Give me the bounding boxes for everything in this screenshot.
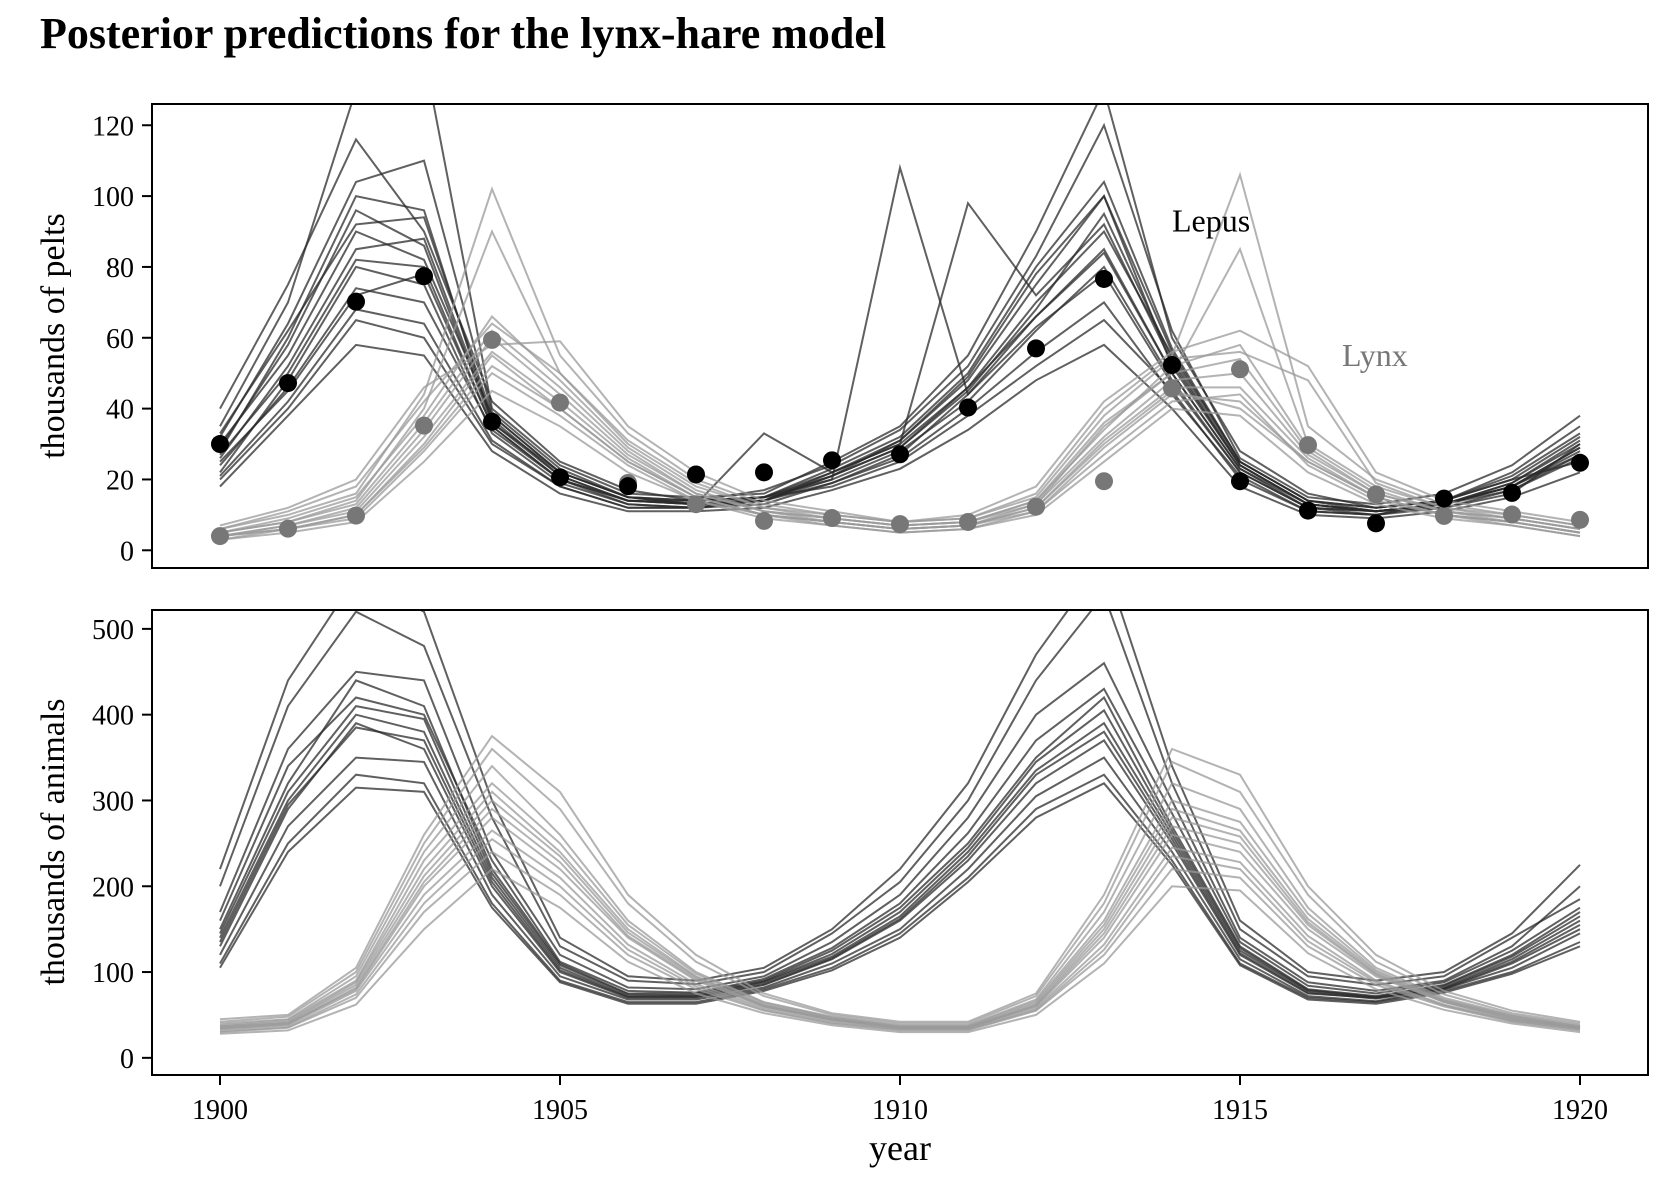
x-tick-label: 1900 [192,1095,248,1126]
data-point [1435,490,1453,508]
posterior-line [220,758,1580,1002]
x-tick-label: 1910 [872,1095,928,1126]
bottom-y-ticks: 0 100 200 300 400 500 [92,615,152,1075]
data-point [687,495,705,513]
data-point [1095,270,1113,288]
data-point [1367,485,1385,503]
data-point [959,513,977,531]
data-point [1367,514,1385,532]
y-tick-label: 200 [92,872,134,903]
data-point [211,527,229,545]
x-axis-label: year [869,1128,931,1168]
bottom-lynx-latent-lines [220,736,1580,1034]
data-point [1163,379,1181,397]
data-point [823,451,841,469]
data-point [1435,507,1453,525]
y-tick-label: 40 [106,395,134,426]
y-tick-label: 120 [92,111,134,142]
data-point [1299,436,1317,454]
data-point [1571,454,1589,472]
data-point [755,463,773,481]
top-panel: 0 20 40 60 80 100 120 thousands of pelts Lepus… [35,54,1648,568]
bottom-hare-latent-lines [220,560,1580,1004]
data-point [347,507,365,525]
y-tick-label: 60 [106,324,134,355]
y-tick-label: 400 [92,701,134,732]
y-tick-label: 300 [92,786,134,817]
data-point [1163,356,1181,374]
posterior-line [220,689,1580,994]
x-tick-label: 1915 [1212,1095,1268,1126]
posterior-line [220,663,1580,991]
data-point [1231,360,1249,378]
data-point [823,509,841,527]
y-tick-label: 0 [120,1044,134,1075]
data-point [1571,511,1589,529]
y-tick-label: 100 [92,958,134,989]
data-point [1231,472,1249,490]
bottom-panel: 0 100 200 300 400 500 1900 1905 1910 1915 1920 th… [35,560,1648,1168]
data-point [1503,484,1521,502]
posterior-line [220,595,1580,985]
bottom-x-ticks: 1900 1905 1910 1915 1920 [192,1075,1608,1126]
data-point [619,477,637,495]
data-point [347,293,365,311]
data-point [1027,498,1045,516]
data-point [415,267,433,285]
data-point [687,465,705,483]
bottom-y-axis-label: thousands of animals [35,698,72,985]
data-point [279,374,297,392]
data-point [1027,339,1045,357]
posterior-line [220,728,1580,999]
y-tick-label: 0 [120,536,134,567]
y-tick-label: 500 [92,615,134,646]
y-tick-label: 100 [92,182,134,213]
data-point [279,520,297,538]
x-tick-label: 1905 [532,1095,588,1126]
data-point [1503,506,1521,524]
y-tick-label: 80 [106,253,134,284]
data-point [1299,502,1317,520]
data-point [415,417,433,435]
data-point [483,331,501,349]
top-y-ticks: 0 20 40 60 80 100 120 [92,111,152,567]
lynx-annotation: Lynx [1342,337,1408,373]
data-point [483,413,501,431]
top-y-axis-label: thousands of pelts [35,213,72,459]
y-tick-label: 20 [106,465,134,496]
posterior-line [220,249,1580,515]
data-point [551,394,569,412]
lepus-annotation: Lepus [1172,203,1250,239]
data-point [891,445,909,463]
bottom-panel-frame [152,610,1648,1075]
posterior-line [220,736,1580,1022]
data-point [551,468,569,486]
x-tick-label: 1920 [1552,1095,1608,1126]
posterior-line [220,680,1580,996]
data-point [211,435,229,453]
data-point [959,399,977,417]
data-point [1095,472,1113,490]
data-point [755,512,773,530]
data-point [891,515,909,533]
posterior-line [220,852,1580,1032]
